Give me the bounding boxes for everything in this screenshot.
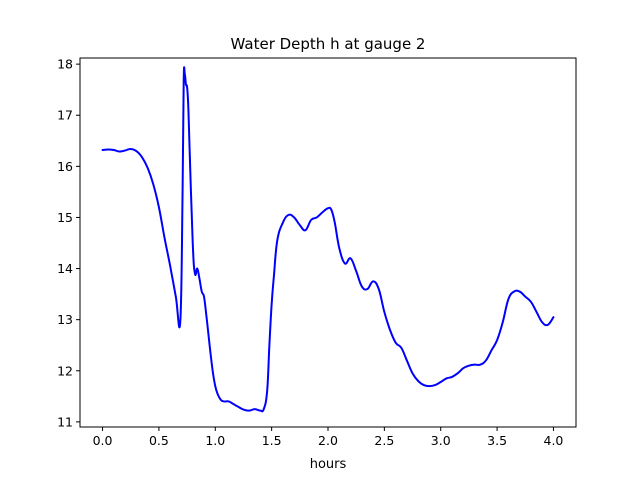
y-tick-label: 12 [57, 363, 73, 378]
x-tick-label: 2.5 [374, 433, 394, 448]
y-tick-label: 15 [57, 210, 73, 225]
y-tick-label: 18 [57, 57, 73, 72]
y-tick-label: 16 [57, 159, 73, 174]
x-axis-label: hours [310, 457, 347, 472]
y-tick-label: 14 [57, 261, 73, 276]
x-tick-label: 3.0 [431, 433, 451, 448]
x-tick-label: 0.0 [93, 433, 113, 448]
x-tick-label: 1.5 [262, 433, 282, 448]
y-tick-label: 11 [57, 414, 73, 429]
chart-title: Water Depth h at gauge 2 [231, 35, 426, 53]
x-tick-label: 4.0 [544, 433, 564, 448]
x-tick-label: 1.0 [205, 433, 225, 448]
y-tick-label: 13 [57, 312, 73, 327]
x-tick-label: 2.0 [318, 433, 338, 448]
water-depth-line [101, 66, 555, 413]
x-tick-label: 0.5 [149, 433, 169, 448]
y-tick-label: 17 [57, 108, 73, 123]
x-axis: 0.0 0.5 1.0 1.5 2.0 2.5 3.0 3.5 4.0 [93, 427, 564, 448]
y-axis: 11 12 13 14 15 16 17 18 [57, 57, 80, 429]
x-tick-label: 3.5 [487, 433, 507, 448]
